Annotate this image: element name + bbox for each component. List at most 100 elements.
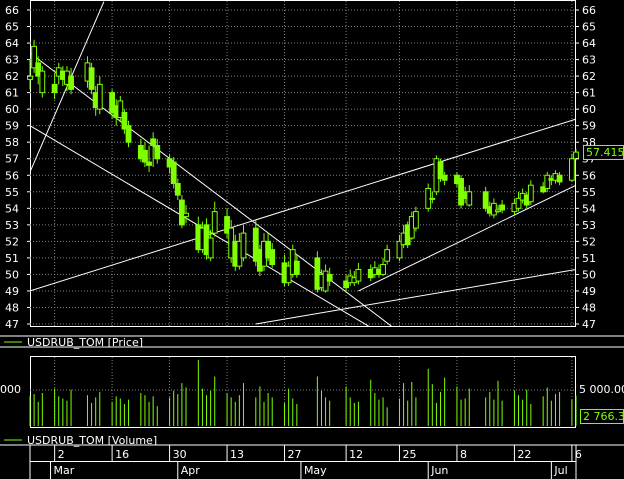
candle-body (540, 186, 547, 193)
price-y-tick-label-left: 58 (5, 136, 19, 149)
candle-body (121, 111, 128, 130)
price-y-tick-label-left: 53 (5, 219, 19, 232)
price-y-tick-label-right: 52 (582, 235, 596, 248)
price-y-axis: 47 47 48 48 49 49 50 50 51 51 52 52 53 53 54 54 55 55 56 56… (5, 4, 596, 331)
candle-body (96, 83, 103, 110)
candle-body (35, 62, 42, 77)
trend-line (358, 184, 576, 292)
candle-body (556, 174, 563, 183)
candle-body (441, 174, 448, 181)
price-y-tick-label-right: 63 (582, 54, 596, 67)
trend-line (30, 52, 393, 326)
price-legend-label: USDRUB_TOM [Price] (27, 336, 143, 349)
time-day-label: 27 (288, 448, 302, 461)
time-month-label: Jul (553, 464, 567, 477)
price-y-tick-label-right: 54 (582, 202, 596, 215)
price-y-tick-label-right: 66 (582, 4, 596, 17)
candle-body (490, 202, 497, 216)
candle-body (51, 83, 58, 94)
candle-body (437, 161, 444, 180)
candle-body (466, 191, 473, 206)
time-month-label: Mar (54, 464, 75, 477)
price-y-tick-label-right: 48 (582, 301, 596, 314)
price-y-tick-label-left: 63 (5, 54, 19, 67)
candle-body (412, 211, 419, 229)
candle-body (31, 45, 38, 69)
price-y-tick-label-right: 51 (582, 252, 596, 265)
trend-line (30, 118, 576, 292)
time-day-label: 6 (575, 448, 582, 461)
candle-body (384, 249, 391, 262)
candle-body (183, 212, 189, 218)
candle-body (224, 216, 230, 234)
price-y-tick-label-left: 47 (5, 318, 19, 331)
candle-body (568, 158, 575, 181)
price-grid (30, 1, 576, 326)
candle-body (207, 237, 214, 259)
candle-body (269, 249, 276, 266)
price-plot-frame (30, 0, 576, 327)
volume-plot-frame (30, 356, 576, 428)
time-day-label: 12 (349, 448, 363, 461)
price-y-tick-label-left: 57 (5, 153, 19, 166)
price-y-tick-label-left: 61 (5, 87, 19, 100)
candle-body (109, 92, 116, 113)
candle-body (150, 138, 157, 147)
candle-body (355, 268, 362, 282)
price-y-tick-label-right: 59 (582, 120, 596, 133)
candle-body (174, 183, 181, 196)
candle-body (396, 240, 403, 259)
price-y-tick-label-right: 56 (582, 169, 596, 182)
candle-body (68, 75, 74, 90)
time-month-label: Apr (181, 464, 201, 477)
last-volume-label: 2 766.34 (583, 410, 624, 423)
price-y-tick-label-left: 50 (5, 268, 19, 281)
candle-body (380, 264, 386, 275)
candle-body (343, 280, 350, 289)
candle-body (544, 174, 551, 189)
price-y-tick-label-left: 65 (5, 21, 19, 34)
price-y-tick-label-right: 61 (582, 87, 596, 100)
candle-body (146, 161, 152, 166)
time-day-label: 2 (58, 448, 65, 461)
candle-body (252, 227, 259, 262)
candle-body (499, 204, 506, 211)
price-y-tick-label-right: 53 (582, 219, 596, 232)
price-y-tick-label-right: 62 (582, 70, 596, 83)
price-y-tick-label-left: 56 (5, 169, 19, 182)
candle-body (293, 260, 300, 275)
time-axis: 2 16 30 13 27 12 25 8 22 6 Mar Apr May Jun Jul (29, 445, 582, 479)
last-price-label: 57.415 (586, 146, 624, 159)
price-y-tick-label-left: 52 (5, 235, 19, 248)
time-day-label: 30 (173, 448, 187, 461)
candle-body (326, 273, 333, 282)
candle-body (482, 191, 489, 209)
candle-body (527, 184, 534, 203)
volume-right-tick-label: 5 000.000 (579, 383, 624, 396)
candle-body (211, 211, 218, 234)
price-y-tick-label-right: 60 (582, 103, 596, 116)
price-y-tick-label-right: 49 (582, 285, 596, 298)
candle-body (240, 232, 247, 259)
price-y-tick-label-right: 50 (582, 268, 596, 281)
time-day-label: 16 (115, 448, 129, 461)
price-y-tick-label-left: 60 (5, 103, 19, 116)
time-day-label: 13 (230, 448, 244, 461)
volume-bar-series (29, 360, 577, 426)
price-y-tick-label-right: 47 (582, 318, 596, 331)
candle-body (142, 149, 148, 163)
price-y-tick-label-right: 65 (582, 21, 596, 34)
trend-line (255, 268, 576, 325)
price-y-tick-label-left: 62 (5, 70, 19, 83)
price-y-tick-label-left: 49 (5, 285, 19, 298)
time-day-label: 22 (517, 448, 531, 461)
candle-body (495, 209, 501, 213)
price-y-tick-label-left: 66 (5, 4, 19, 17)
time-day-label: 8 (460, 448, 467, 461)
candle-body (178, 199, 185, 226)
candle-body (429, 197, 436, 200)
price-y-tick-label-left: 55 (5, 186, 19, 199)
price-y-tick-label-left: 59 (5, 120, 19, 133)
